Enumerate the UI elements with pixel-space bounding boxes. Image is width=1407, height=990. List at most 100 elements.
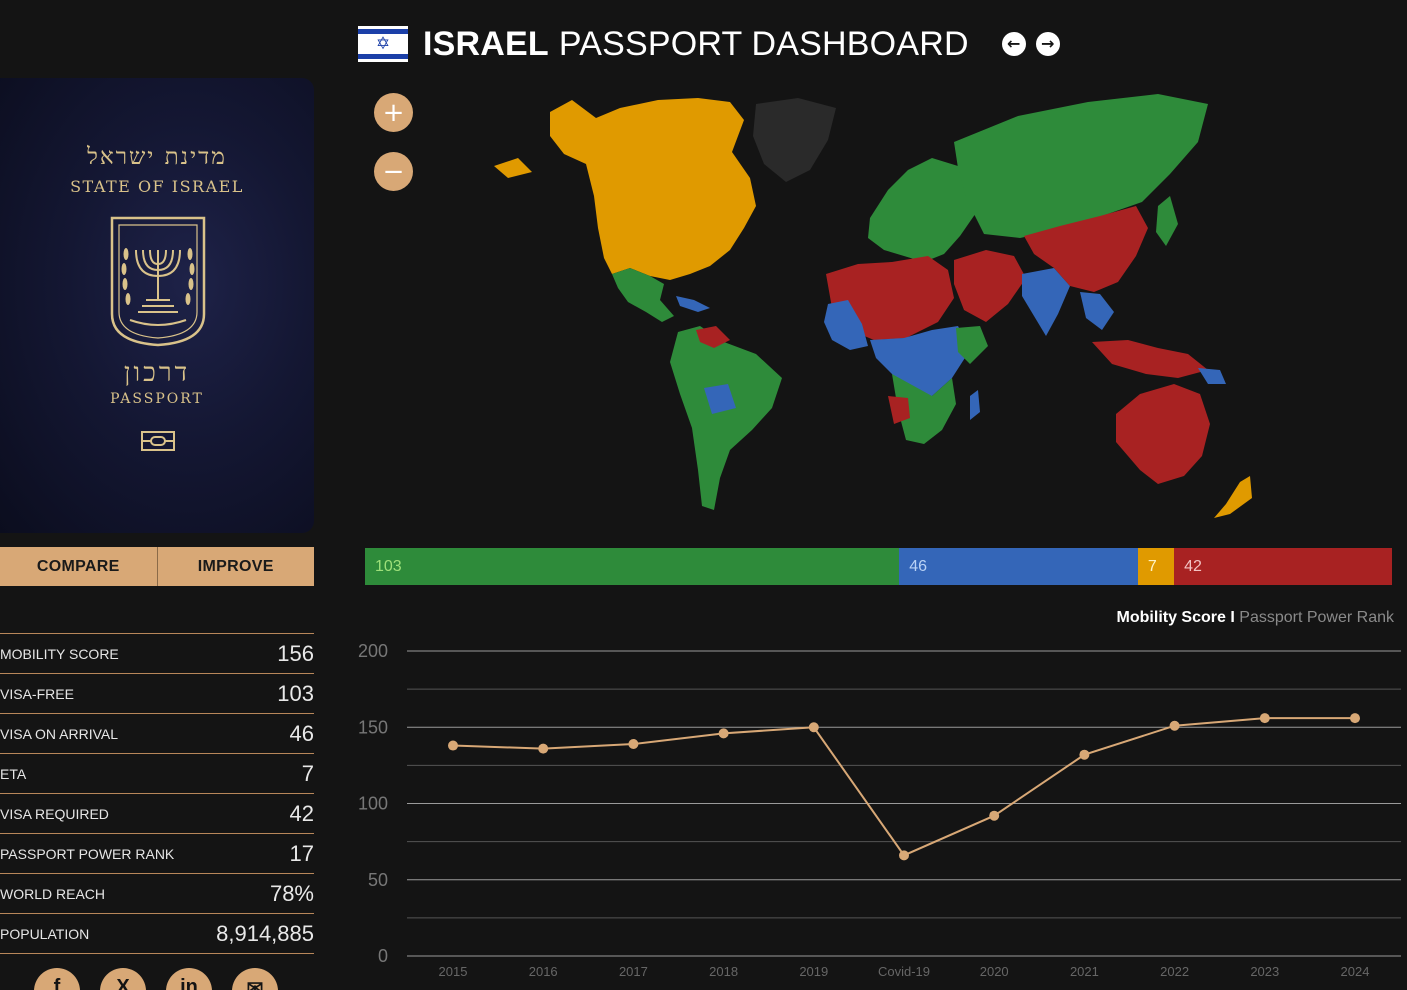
map-region-russia bbox=[954, 94, 1208, 238]
map-region-new-zealand bbox=[1214, 476, 1252, 518]
arrow-left-icon[interactable]: ← bbox=[1001, 32, 1026, 56]
page-title-rest: PASSPORT DASHBOARD bbox=[558, 24, 969, 63]
x-tick-label: 2023 bbox=[1250, 964, 1279, 979]
stat-label: PASSPORT POWER RANK bbox=[0, 845, 175, 862]
x-tick-label: 2016 bbox=[529, 964, 558, 979]
passport-hebrew-state: מדינת ישראל bbox=[87, 144, 227, 170]
x-tick-label: 2021 bbox=[1070, 964, 1099, 979]
map-region-greenland bbox=[753, 98, 836, 182]
improve-button[interactable]: IMPROVE bbox=[157, 547, 314, 586]
israel-flag-icon: ✡ bbox=[358, 26, 408, 62]
stat-label: VISA-FREE bbox=[0, 685, 74, 702]
legend-mobility-score-tab[interactable]: Mobility Score bbox=[1116, 609, 1226, 626]
linkedin-icon[interactable]: in bbox=[166, 968, 212, 990]
chart-legend: Mobility Score I Passport Power Rank bbox=[1117, 609, 1394, 627]
distribution-segment-visa-free[interactable]: 103 bbox=[365, 548, 900, 585]
x-icon[interactable]: X bbox=[100, 968, 146, 990]
zoom-out-button[interactable]: − bbox=[374, 152, 413, 191]
passport-cover: מדינת ישראל STATE OF ISRAEL דרכון PASSPO… bbox=[0, 78, 314, 533]
compare-button[interactable]: COMPARE bbox=[0, 547, 158, 586]
page-title-country: ISRAEL bbox=[423, 24, 549, 63]
arrow-right-icon[interactable]: → bbox=[1035, 32, 1060, 56]
x-tick-label: 2019 bbox=[799, 964, 828, 979]
stats-table: MOBILITY SCORE 156 VISA-FREE 103 VISA ON ARR… bbox=[0, 633, 314, 954]
data-point bbox=[628, 739, 639, 750]
country-nav: ← → bbox=[1001, 32, 1060, 56]
legend-power-rank-tab[interactable]: Passport Power Rank bbox=[1239, 609, 1394, 626]
action-buttons: COMPARE IMPROVE bbox=[0, 547, 314, 586]
map-region-india bbox=[1022, 268, 1070, 336]
world-map[interactable] bbox=[358, 78, 1404, 528]
map-region-bolivia bbox=[704, 384, 736, 414]
map-region-europe bbox=[868, 158, 978, 262]
map-region-caribbean bbox=[676, 296, 710, 312]
map-region-china bbox=[1024, 206, 1148, 292]
map-region-west-africa bbox=[824, 300, 868, 350]
stat-value: 42 bbox=[289, 800, 314, 826]
stat-row: MOBILITY SCORE 156 bbox=[0, 634, 314, 674]
biometric-chip-icon bbox=[141, 431, 175, 451]
x-tick-label: Covid-19 bbox=[878, 964, 930, 979]
stat-value: 17 bbox=[289, 840, 314, 866]
stat-label: WORLD REACH bbox=[0, 885, 106, 902]
distribution-segment-eta[interactable]: 7 bbox=[1137, 548, 1175, 585]
passport-hebrew-label: דרכון bbox=[123, 358, 191, 388]
stat-row: PASSPORT POWER RANK 17 bbox=[0, 834, 314, 874]
map-region-japan bbox=[1156, 196, 1178, 246]
stat-label: ETA bbox=[0, 765, 27, 782]
distribution-segment-visa-required[interactable]: 42 bbox=[1174, 548, 1392, 585]
access-distribution-bar: 103 46 7 42 bbox=[365, 548, 1392, 585]
stat-row: ETA 7 bbox=[0, 754, 314, 794]
map-region-southern-africa bbox=[892, 374, 956, 444]
map-region-central-america bbox=[612, 268, 674, 322]
stat-label: POPULATION bbox=[0, 925, 90, 942]
map-region-east-africa bbox=[956, 326, 988, 364]
map-region-southeast-asia bbox=[1080, 292, 1114, 330]
map-region-venezuela bbox=[696, 326, 730, 348]
stat-value: 156 bbox=[277, 640, 314, 666]
data-point bbox=[538, 743, 549, 754]
map-region-indonesia bbox=[1092, 340, 1208, 378]
data-point bbox=[989, 810, 1000, 821]
data-point bbox=[808, 722, 819, 733]
map-region-australia bbox=[1116, 384, 1210, 484]
y-tick-label: 150 bbox=[358, 717, 388, 737]
x-tick-label: 2020 bbox=[980, 964, 1009, 979]
stat-value: 103 bbox=[277, 680, 314, 706]
stat-value: 46 bbox=[289, 720, 314, 746]
map-region-south-america bbox=[670, 326, 782, 510]
data-point bbox=[1259, 713, 1270, 724]
map-region-png bbox=[1198, 368, 1226, 384]
map-region-north-america bbox=[550, 98, 756, 280]
y-tick-label: 100 bbox=[358, 794, 388, 814]
mail-icon[interactable]: ✉ bbox=[232, 968, 278, 990]
data-point bbox=[448, 740, 458, 751]
mobility-score-chart: 0 50 100 150 200 2015 2016 2017 2018 2019 Covid-19… bbox=[358, 641, 1401, 979]
stat-label: VISA ON ARRIVAL bbox=[0, 725, 119, 742]
map-region-alaska-islands bbox=[494, 158, 532, 178]
data-point bbox=[1079, 749, 1090, 760]
data-point bbox=[1169, 720, 1180, 731]
y-tick-label: 200 bbox=[358, 641, 388, 661]
page-title: ISRAEL PASSPORT DASHBOARD bbox=[423, 25, 969, 64]
stat-row: VISA REQUIRED 42 bbox=[0, 794, 314, 834]
dashboard-header: ✡ ISRAEL PASSPORT DASHBOARD ← → bbox=[358, 18, 1060, 70]
stat-row: WORLD REACH 78% bbox=[0, 874, 314, 914]
stat-row: VISA-FREE 103 bbox=[0, 674, 314, 714]
map-region-central-africa bbox=[870, 326, 970, 398]
x-tick-label: 2017 bbox=[619, 964, 648, 979]
x-tick-label: 2018 bbox=[709, 964, 738, 979]
map-region-angola bbox=[888, 396, 910, 424]
zoom-in-button[interactable]: + bbox=[374, 93, 413, 132]
series-line-mobility-score bbox=[452, 717, 1355, 857]
x-tick-label: 2024 bbox=[1341, 964, 1370, 979]
x-tick-label: 2022 bbox=[1160, 964, 1189, 979]
facebook-icon[interactable]: f bbox=[34, 968, 80, 990]
passport-state-label: STATE OF ISRAEL bbox=[70, 177, 244, 196]
stat-row: VISA ON ARRIVAL 46 bbox=[0, 714, 314, 754]
distribution-segment-visa-on-arrival[interactable]: 46 bbox=[899, 548, 1138, 585]
stat-value: 8,914,885 bbox=[216, 920, 314, 946]
stat-value: 78% bbox=[269, 880, 314, 906]
stat-value: 7 bbox=[301, 760, 314, 786]
